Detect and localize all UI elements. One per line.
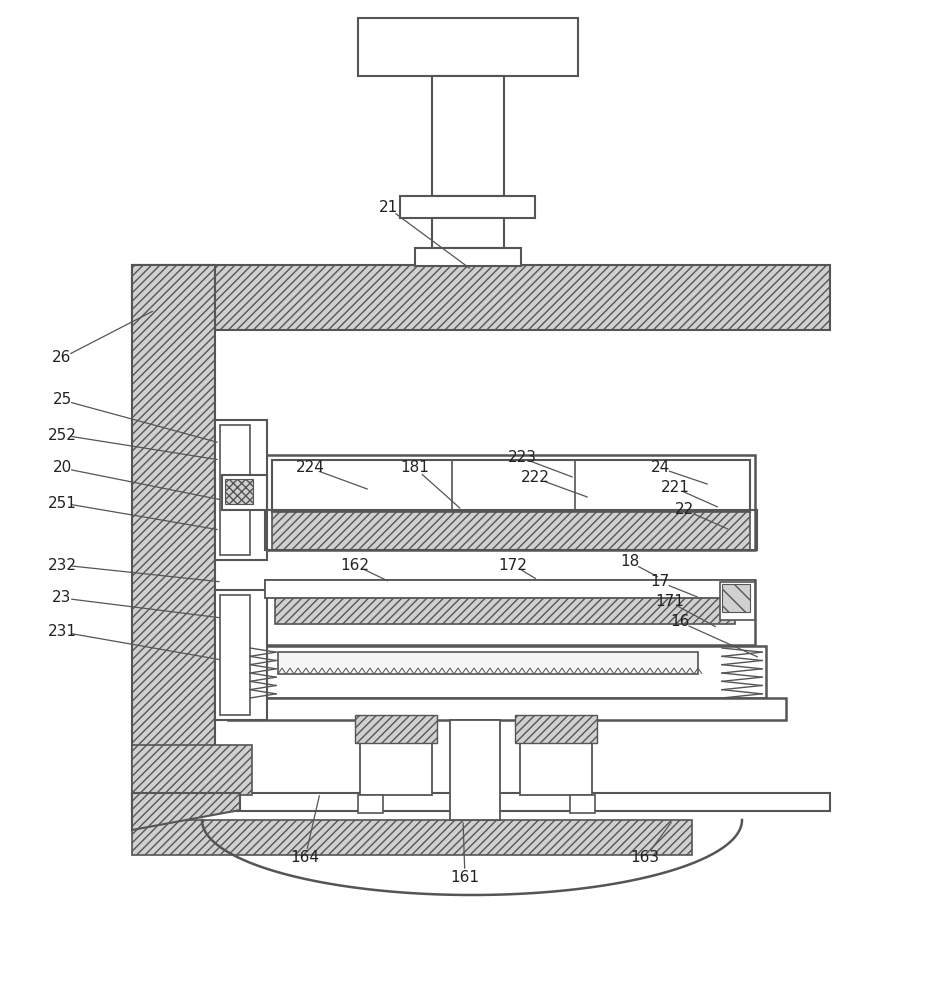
Polygon shape — [275, 582, 735, 624]
Polygon shape — [272, 460, 750, 512]
Polygon shape — [215, 420, 267, 560]
Polygon shape — [358, 795, 383, 813]
Text: 223: 223 — [508, 450, 536, 466]
Polygon shape — [225, 479, 253, 504]
Text: 171: 171 — [655, 594, 684, 609]
Text: 24: 24 — [650, 460, 669, 476]
Text: 162: 162 — [341, 558, 369, 572]
Text: 23: 23 — [52, 590, 72, 605]
Polygon shape — [355, 715, 437, 743]
Polygon shape — [132, 265, 215, 810]
Text: 21: 21 — [379, 200, 397, 216]
Polygon shape — [415, 248, 521, 266]
Polygon shape — [570, 795, 595, 813]
Polygon shape — [222, 475, 267, 510]
Polygon shape — [132, 820, 692, 855]
Polygon shape — [132, 265, 830, 330]
Text: 251: 251 — [47, 495, 76, 510]
Text: 25: 25 — [52, 392, 72, 408]
Polygon shape — [265, 580, 755, 598]
Polygon shape — [132, 745, 252, 795]
Polygon shape — [432, 76, 504, 196]
Polygon shape — [265, 580, 755, 645]
Text: 161: 161 — [450, 870, 480, 886]
Polygon shape — [248, 646, 766, 698]
Polygon shape — [515, 715, 597, 743]
Text: 224: 224 — [295, 460, 325, 476]
Text: 16: 16 — [670, 614, 690, 630]
Text: 18: 18 — [620, 554, 640, 570]
Polygon shape — [265, 455, 755, 550]
Text: 232: 232 — [47, 558, 76, 572]
Text: 231: 231 — [47, 624, 76, 640]
Text: 163: 163 — [631, 850, 660, 865]
Polygon shape — [132, 793, 240, 830]
Text: 221: 221 — [661, 481, 689, 495]
Polygon shape — [358, 18, 578, 76]
Polygon shape — [220, 425, 250, 555]
Polygon shape — [278, 652, 698, 674]
Polygon shape — [272, 512, 750, 550]
Polygon shape — [432, 218, 504, 248]
Text: 17: 17 — [650, 574, 669, 589]
Text: 252: 252 — [47, 428, 76, 442]
Polygon shape — [132, 793, 830, 811]
Text: 222: 222 — [520, 471, 549, 486]
Polygon shape — [228, 698, 786, 720]
Polygon shape — [220, 595, 250, 715]
Polygon shape — [215, 590, 267, 720]
Polygon shape — [400, 196, 535, 218]
Text: 172: 172 — [498, 558, 528, 572]
Text: 20: 20 — [52, 460, 72, 476]
Polygon shape — [450, 720, 500, 820]
Text: 164: 164 — [291, 850, 319, 865]
Polygon shape — [520, 720, 592, 795]
Text: 181: 181 — [400, 460, 430, 476]
Text: 22: 22 — [675, 502, 695, 518]
Polygon shape — [722, 584, 750, 612]
Text: 26: 26 — [52, 351, 72, 365]
Polygon shape — [360, 720, 432, 795]
Polygon shape — [720, 582, 755, 620]
